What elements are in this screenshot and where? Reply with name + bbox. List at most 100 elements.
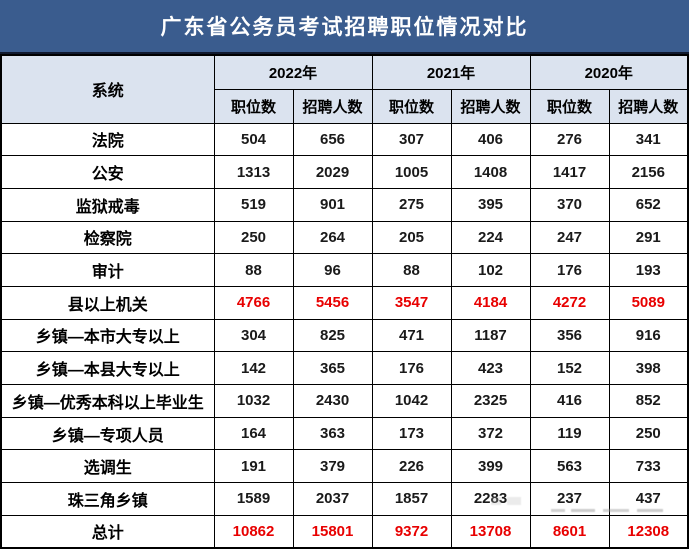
cell-value: 275 <box>371 187 452 222</box>
cell-value: 15801 <box>292 514 373 549</box>
cell-value: 264 <box>292 220 373 255</box>
table-row: 公安 1313 2029 1005 1408 1417 2156 <box>0 155 689 189</box>
cell-value: 276 <box>529 122 610 157</box>
cell-value: 395 <box>450 187 531 222</box>
cell-value: 1313 <box>213 155 294 189</box>
row-label: 法院 <box>0 122 215 157</box>
cell-value: 825 <box>292 318 373 353</box>
row-label: 珠三角乡镇 <box>0 482 215 516</box>
cell-value: 304 <box>213 318 294 353</box>
cell-value: 916 <box>608 318 689 353</box>
cell-value: 1005 <box>371 155 452 189</box>
cell-value: 416 <box>529 384 610 418</box>
cell-value: 176 <box>529 253 610 287</box>
cell-value: 102 <box>450 253 531 287</box>
year-header-2022: 2022年 <box>213 54 373 90</box>
table-row: 审计 88 96 88 102 176 193 <box>0 253 689 287</box>
cell-value: 176 <box>371 351 452 385</box>
table-row: 法院 504 656 307 406 276 341 <box>0 122 689 157</box>
row-label: 乡镇—本市大专以上 <box>0 318 215 353</box>
positions-header-2020: 职位数 <box>529 88 610 124</box>
cell-value: 291 <box>608 220 689 255</box>
cell-value: 2325 <box>450 384 531 418</box>
cell-value: 423 <box>450 351 531 385</box>
cell-value: 247 <box>529 220 610 255</box>
cell-value: 173 <box>371 416 452 451</box>
cell-value: 4766 <box>213 285 294 320</box>
cell-value: 3547 <box>371 285 452 320</box>
cell-value: 2029 <box>292 155 373 189</box>
year-header-row: 系统 2022年 2021年 2020年 <box>0 54 689 124</box>
cell-value: 370 <box>529 187 610 222</box>
row-label: 乡镇—专项人员 <box>0 416 215 451</box>
cell-value: 1408 <box>450 155 531 189</box>
cell-value: 2283 <box>450 482 531 516</box>
row-label: 乡镇—优秀本科以上毕业生 <box>0 384 215 418</box>
cell-value: 119 <box>529 416 610 451</box>
cell-value: 4184 <box>450 285 531 320</box>
cell-value: 399 <box>450 449 531 484</box>
positions-header-2022: 职位数 <box>213 88 294 124</box>
table-row: 乡镇—本县大专以上 142 365 176 423 152 398 <box>0 351 689 385</box>
cell-value: 1042 <box>371 384 452 418</box>
table-title-bar: 广东省公务员考试招聘职位情况对比 <box>0 0 689 54</box>
cell-value: 901 <box>292 187 373 222</box>
cell-value: 88 <box>371 253 452 287</box>
cell-value: 437 <box>608 482 689 516</box>
cell-value: 5456 <box>292 285 373 320</box>
cell-value: 2156 <box>608 155 689 189</box>
cell-value: 191 <box>213 449 294 484</box>
cell-value: 1589 <box>213 482 294 516</box>
table-row: 选调生 191 379 226 399 563 733 <box>0 449 689 484</box>
row-label: 监狱戒毒 <box>0 187 215 222</box>
cell-value: 5089 <box>608 285 689 320</box>
page-title: 广东省公务员考试招聘职位情况对比 <box>160 16 529 39</box>
table-row: 监狱戒毒 519 901 275 395 370 652 <box>0 187 689 222</box>
recruits-header-2022: 招聘人数 <box>292 88 373 124</box>
cell-value: 379 <box>292 449 373 484</box>
cell-value: 363 <box>292 416 373 451</box>
table-body: 法院 504 656 307 406 276 341 公安 1313 2029 1005 1408 14… <box>0 122 689 549</box>
year-header-2021: 2021年 <box>371 54 531 90</box>
cell-value: 193 <box>608 253 689 287</box>
year-header-2020: 2020年 <box>529 54 689 90</box>
table-row: 检察院 250 264 205 224 247 291 <box>0 220 689 255</box>
table-row: 总计 10862 15801 9372 13708 8601 12308 <box>0 514 689 549</box>
cell-value: 2037 <box>292 482 373 516</box>
table-row: 乡镇—本市大专以上 304 825 471 1187 356 916 <box>0 318 689 353</box>
cell-value: 8601 <box>529 514 610 549</box>
cell-value: 504 <box>213 122 294 157</box>
cell-value: 852 <box>608 384 689 418</box>
cell-value: 226 <box>371 449 452 484</box>
table-row: 乡镇—优秀本科以上毕业生 1032 2430 1042 2325 416 852 <box>0 384 689 418</box>
cell-value: 733 <box>608 449 689 484</box>
cell-value: 356 <box>529 318 610 353</box>
cell-value: 10862 <box>213 514 294 549</box>
row-label: 乡镇—本县大专以上 <box>0 351 215 385</box>
row-label: 公安 <box>0 155 215 189</box>
cell-value: 365 <box>292 351 373 385</box>
sub-header-row: 职位数 招聘人数 职位数 招聘人数 职位数 招聘人数 <box>1 88 689 124</box>
cell-value: 152 <box>529 351 610 385</box>
row-label: 审计 <box>0 253 215 287</box>
cell-value: 12308 <box>608 514 689 549</box>
row-label: 选调生 <box>0 449 215 484</box>
cell-value: 1032 <box>213 384 294 418</box>
cell-value: 406 <box>450 122 531 157</box>
cell-value: 88 <box>213 253 294 287</box>
table-row: 珠三角乡镇 1589 2037 1857 2283 237 437 <box>0 482 689 516</box>
table-header: 系统 2022年 2021年 2020年 职位数 招聘人数 职位数 招聘人数 职… <box>0 54 689 124</box>
cell-value: 307 <box>371 122 452 157</box>
cell-value: 96 <box>292 253 373 287</box>
recruits-header-2020: 招聘人数 <box>608 88 689 124</box>
cell-value: 563 <box>529 449 610 484</box>
cell-value: 471 <box>371 318 452 353</box>
cell-value: 250 <box>213 220 294 255</box>
cell-value: 9372 <box>371 514 452 549</box>
cell-value: 142 <box>213 351 294 385</box>
cell-value: 250 <box>608 416 689 451</box>
cell-value: 2430 <box>292 384 373 418</box>
cell-value: 398 <box>608 351 689 385</box>
cell-value: 656 <box>292 122 373 157</box>
